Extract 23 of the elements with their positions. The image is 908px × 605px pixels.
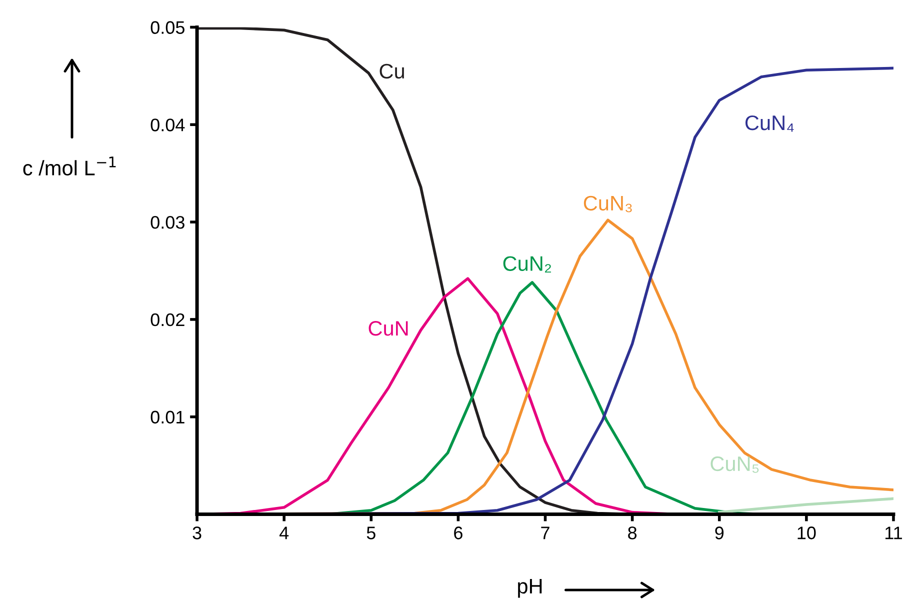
x-tick-label: 4 <box>279 526 289 540</box>
series-label: CuN₂ <box>503 256 551 273</box>
series-label: CuN <box>368 320 408 336</box>
series-label: CuN₄ <box>745 115 794 132</box>
y-axis-title: c /mol L$^{−1}$ <box>23 156 116 176</box>
x-tick-label: 10 <box>798 526 816 540</box>
y-tick-label: 0.04 <box>150 118 185 132</box>
x-tick-label: 8 <box>628 526 637 540</box>
x-axis-title: pH <box>518 579 542 598</box>
series-label: CuN₅ <box>710 456 759 473</box>
x-tick-label: 11 <box>885 526 902 540</box>
y-tick-label: 0.05 <box>150 21 184 34</box>
series-label: CuN₃ <box>584 196 632 212</box>
y-tick-label: 0.02 <box>150 313 184 326</box>
x-tick-label: 9 <box>715 526 724 540</box>
x-tick-label: 3 <box>192 526 202 540</box>
x-tick-label: 7 <box>541 526 550 540</box>
x-tick-label: 5 <box>366 526 376 540</box>
x-tick-label: 6 <box>454 526 462 540</box>
series-label: Cu <box>380 64 404 79</box>
y-tick-label: 0.03 <box>150 216 184 229</box>
y-tick-label: 0.01 <box>150 410 184 424</box>
line-series <box>718 497 894 514</box>
